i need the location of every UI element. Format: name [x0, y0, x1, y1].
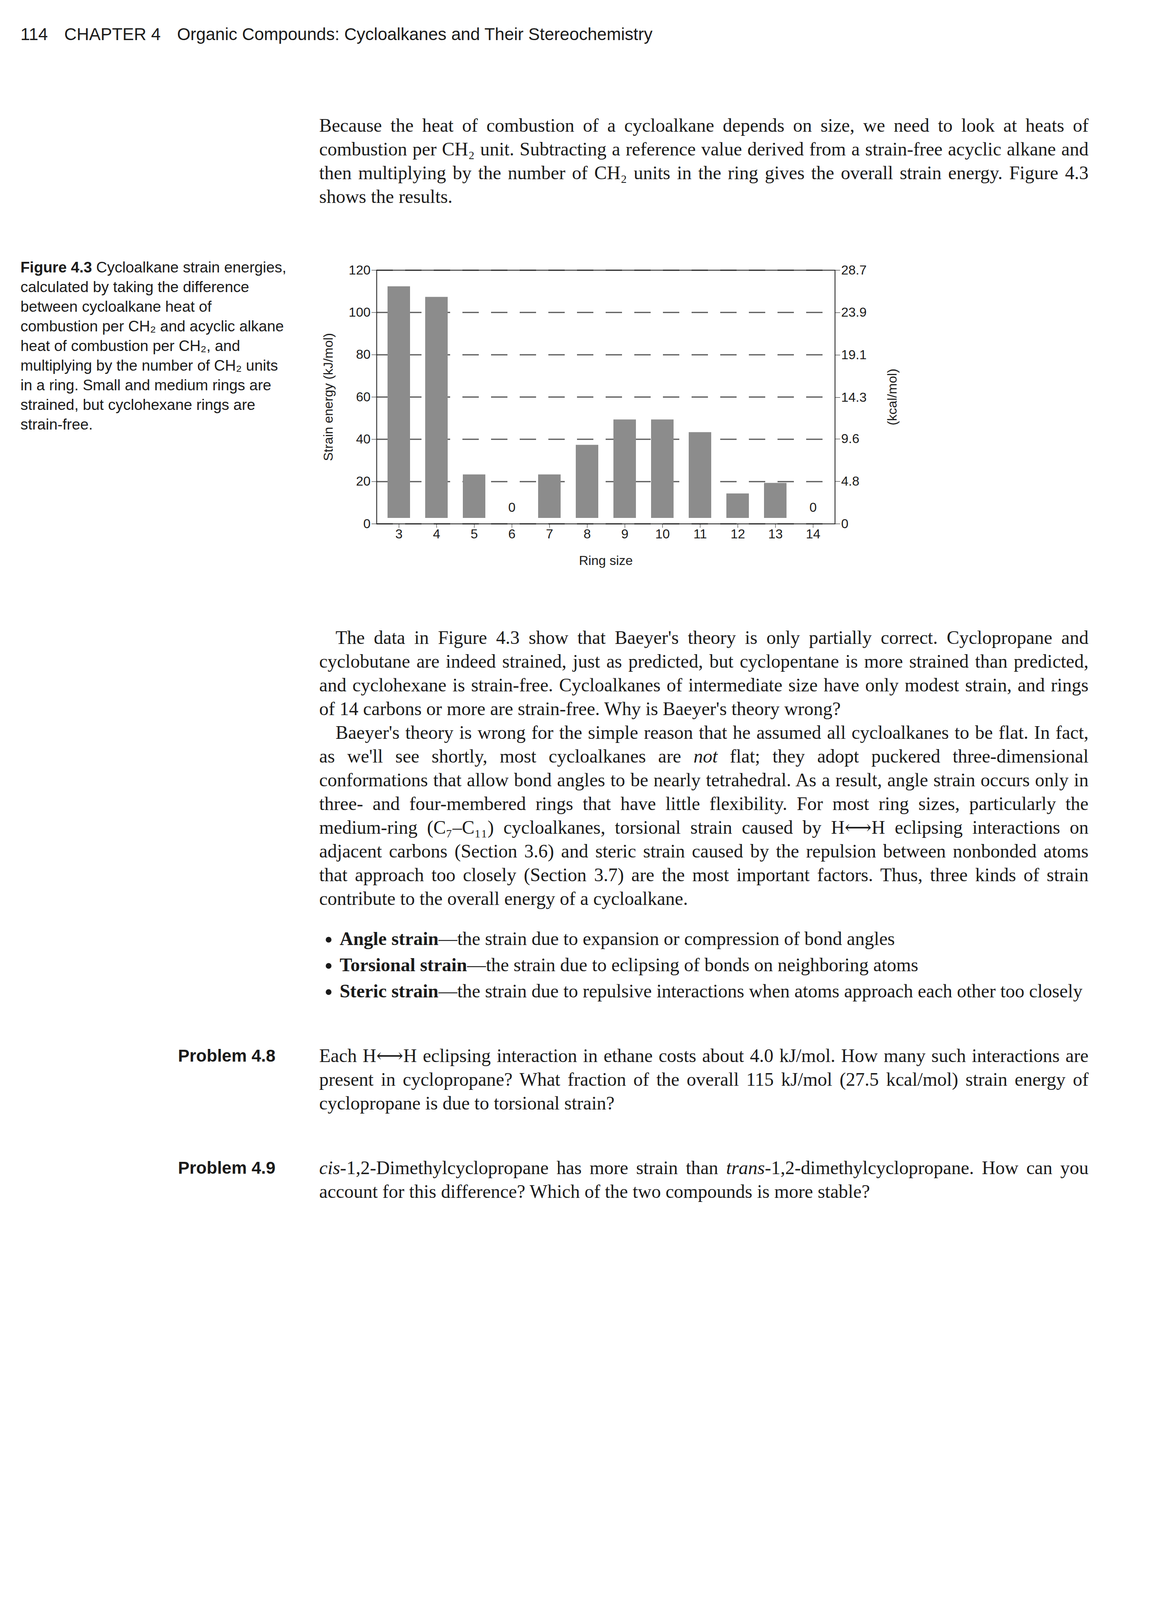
svg-text:120: 120	[348, 262, 371, 278]
html-text:Problem 4.9: Problem 4.9	[178, 1158, 276, 1178]
svg-text:13: 13	[768, 526, 783, 542]
svg-text:80: 80	[356, 347, 371, 362]
svg-text:(kcal/mol): (kcal/mol)	[884, 368, 900, 426]
svg-text:4.8: 4.8	[841, 473, 860, 489]
svg-text:40: 40	[356, 431, 371, 447]
html-text:Steric strain —the strain due: Steric strain —the strain due to repulsi…	[339, 980, 1083, 1002]
html-text:CHAPTER 4: CHAPTER 4	[64, 24, 161, 44]
svg-text:9.6: 9.6	[841, 431, 860, 447]
svg-text:Ring size: Ring size	[579, 553, 634, 568]
svg-text:14: 14	[805, 526, 821, 542]
html-text:Organic Compounds: Cycloalkane: Organic Compounds: Cycloalkanes and Thei…	[177, 24, 653, 44]
html-text:Figure 4.3 Cycloalkane strain: Figure 4.3 Cycloalkane strain energies, …	[20, 259, 287, 433]
svg-text:0: 0	[841, 516, 849, 532]
svg-text:5: 5	[470, 526, 478, 542]
html-text:Problem 4.8: Problem 4.8	[178, 1046, 276, 1066]
svg-text:0: 0	[363, 516, 371, 532]
svg-text:8: 8	[583, 526, 591, 542]
svg-text:9: 9	[621, 526, 629, 542]
svg-text:Strain energy (kJ/mol): Strain energy (kJ/mol)	[320, 333, 336, 462]
svg-text:4: 4	[432, 526, 441, 542]
svg-text:100: 100	[348, 304, 371, 320]
svg-text:6: 6	[508, 526, 516, 542]
html-text:Because the heat of combustion: Because the heat of combustion of a cycl…	[319, 114, 1089, 208]
html-text:cis -1,2-Dimethylcyclopropane: cis -1,2-Dimethylcyclopropane has more s…	[319, 1157, 1089, 1203]
svg-text:11: 11	[693, 526, 707, 542]
svg-text:20: 20	[356, 473, 371, 489]
html-text:Torsional strain —the strain d: Torsional strain —the strain due to ecli…	[339, 954, 919, 976]
svg-text:12: 12	[730, 526, 746, 542]
svg-text:19.1: 19.1	[841, 347, 867, 363]
svg-text:3: 3	[395, 526, 403, 542]
html-text:Each H⟷H eclipsing interaction: Each H⟷H eclipsing interaction in ethane…	[319, 1045, 1089, 1114]
svg-text:10: 10	[655, 526, 670, 542]
svg-text:28.7: 28.7	[841, 262, 867, 278]
html-text:Baeyer's theory is wrong for t: Baeyer's theory is wrong for the simple …	[319, 722, 1089, 910]
svg-text:23.9: 23.9	[841, 304, 867, 320]
svg-text:7: 7	[545, 526, 554, 542]
svg-text:0: 0	[508, 500, 516, 515]
html-text:Angle strain —the strain due t: Angle strain —the strain due to expansio…	[339, 928, 895, 950]
svg-text:14.3: 14.3	[841, 389, 867, 405]
html-text:The data in Figure 4.3 show th: The data in Figure 4.3 show that Baeyer'…	[319, 627, 1089, 720]
svg-text:60: 60	[356, 389, 371, 405]
svg-text:0: 0	[809, 500, 817, 515]
html-text:114: 114	[20, 24, 48, 44]
